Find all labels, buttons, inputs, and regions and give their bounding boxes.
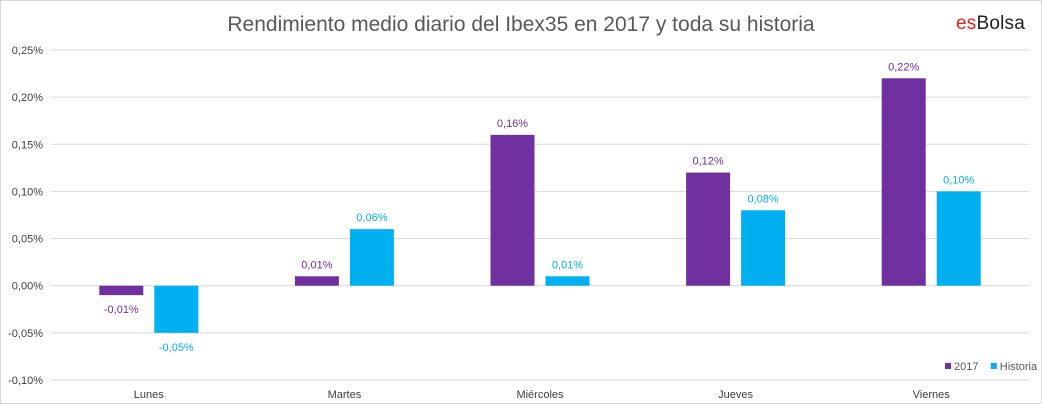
data-label: 0,12% — [692, 156, 723, 168]
legend-swatch — [945, 363, 951, 369]
x-tick-label: Jueves — [718, 389, 753, 401]
data-label: 0,22% — [888, 61, 919, 73]
data-label: -0,05% — [159, 342, 194, 354]
x-tick-label: Lunes — [134, 389, 164, 401]
logo-suffix: Bolsa — [976, 13, 1025, 34]
legend-label: 2017 — [954, 361, 978, 373]
y-tick-label: -0,10% — [8, 375, 43, 387]
bar-2017-1 — [294, 276, 339, 286]
bar-historia-4 — [936, 191, 981, 286]
legend-swatch — [990, 363, 997, 369]
bar-historia-3 — [741, 210, 786, 286]
bar-2017-0 — [99, 285, 144, 296]
y-tick-label: 0,20% — [12, 92, 43, 104]
y-tick-label: 0,15% — [12, 139, 43, 151]
y-tick-label: 0,25% — [12, 45, 43, 57]
y-tick-label: -0,05% — [8, 328, 43, 340]
data-label: 0,01% — [301, 259, 332, 271]
bar-2017-3 — [686, 172, 731, 286]
y-tick-label: 0,05% — [12, 234, 43, 246]
bar-historia-1 — [349, 229, 394, 286]
data-label: 0,01% — [552, 259, 583, 271]
data-label: 0,16% — [497, 118, 528, 130]
esbolsa-logo: esBolsa — [956, 13, 1025, 35]
bar-2017-4 — [881, 78, 926, 286]
y-tick-label: 0,00% — [12, 281, 43, 293]
data-label: -0,01% — [104, 304, 139, 316]
x-tick-label: Martes — [328, 389, 362, 401]
bar-historia-0 — [154, 285, 199, 333]
x-tick-label: Viernes — [913, 389, 951, 401]
chart-title: Rendimiento medio diario del Ibex35 en 2… — [227, 13, 815, 36]
legend-label: Historia — [1000, 361, 1038, 373]
data-label: 0,08% — [747, 193, 778, 205]
bar-historia-2 — [545, 276, 590, 286]
x-tick-label: Miércoles — [516, 389, 564, 401]
y-tick-label: 0,10% — [12, 186, 43, 198]
data-label: 0,10% — [943, 174, 974, 186]
data-label: 0,06% — [356, 212, 387, 224]
logo-prefix: es — [956, 13, 977, 34]
bar-2017-2 — [490, 134, 535, 286]
